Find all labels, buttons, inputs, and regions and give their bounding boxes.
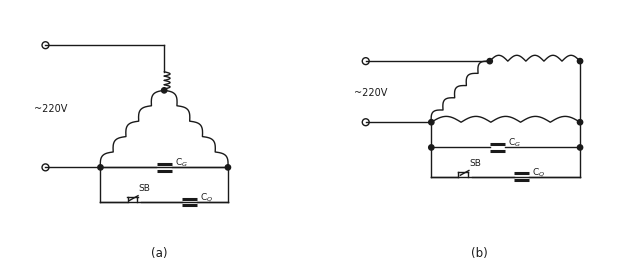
Circle shape: [429, 120, 434, 125]
Circle shape: [577, 59, 582, 64]
Circle shape: [577, 120, 582, 125]
Text: (b): (b): [471, 247, 487, 260]
Circle shape: [487, 59, 493, 64]
Text: C$_Q$: C$_Q$: [531, 166, 545, 179]
Circle shape: [225, 165, 230, 170]
Circle shape: [577, 145, 582, 150]
Text: C$_G$: C$_G$: [175, 156, 188, 169]
Text: ~220V: ~220V: [34, 104, 68, 114]
Text: SB: SB: [138, 184, 150, 193]
Circle shape: [161, 88, 167, 93]
Circle shape: [429, 145, 434, 150]
Text: ~220V: ~220V: [354, 88, 388, 98]
Text: C$_Q$: C$_Q$: [200, 191, 212, 204]
Text: SB: SB: [469, 159, 481, 168]
Text: C$_G$: C$_G$: [508, 136, 521, 149]
Circle shape: [98, 165, 103, 170]
Text: (a): (a): [151, 247, 167, 260]
